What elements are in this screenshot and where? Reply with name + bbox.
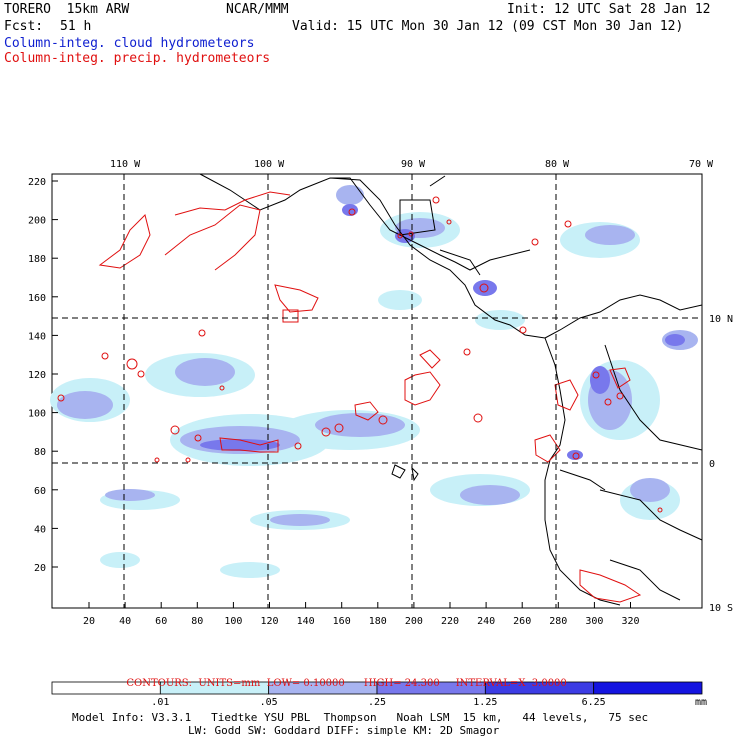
- colorbar-label: .01: [151, 697, 169, 708]
- contour-info: CONTOURS: UNITS=mm LOW= 0.10000 HIGH= 24…: [120, 667, 567, 689]
- coastlines: [199, 173, 703, 606]
- x-tick-label: 180: [369, 616, 387, 627]
- colorbar-units: mm: [695, 697, 707, 708]
- contour-high: HIGH= 24.300: [363, 678, 440, 689]
- y-tick-label: 40: [34, 524, 46, 535]
- lon-label: 70 W: [689, 159, 714, 170]
- forecast-label: Fcst:: [4, 19, 44, 34]
- legend-precip: Column-integ. precip. hydrometeors: [4, 51, 271, 66]
- lon-label: 110 W: [110, 159, 141, 170]
- x-tick-label: 280: [549, 616, 567, 627]
- colorbar-label: 6.25: [582, 697, 606, 708]
- x-tick-label: 100: [224, 616, 242, 627]
- y-tick-label: 180: [28, 254, 46, 265]
- x-tick-label: 240: [477, 616, 495, 627]
- contour-low: LOW= 0.10000: [266, 678, 345, 689]
- model-name: TORERO 15km ARW: [4, 2, 130, 17]
- colorbar-swatch: [593, 681, 703, 695]
- colorbar-label: 1.25: [473, 697, 497, 708]
- bottom-axis: 20 40 60 80 100 120 140 160 180 200 220 240 260 280 30…: [83, 602, 640, 627]
- model-info-line1: Model Info: V3.3.1 Tiedtke YSU PBL Thomp…: [72, 711, 649, 724]
- left-axis: 220 200 180 160 140 120 100 80 60 40 20: [28, 177, 58, 574]
- y-tick-label: 80: [34, 447, 46, 458]
- forecast-hours: 51 h: [60, 19, 92, 34]
- contour-interval: INTERVAL=X 3.0000: [455, 678, 567, 689]
- x-tick-label: 20: [83, 616, 95, 627]
- colorbar-label: .05: [260, 697, 278, 708]
- colorbar-label: .25: [368, 697, 386, 708]
- lon-label: 90 W: [401, 159, 426, 170]
- x-tick-label: 120: [260, 616, 278, 627]
- top-axis: 110 W 100 W 90 W 80 W 70 W: [110, 159, 714, 170]
- lon-label: 100 W: [254, 159, 285, 170]
- y-tick-label: 140: [28, 331, 46, 342]
- x-tick-label: 200: [405, 616, 423, 627]
- organization: NCAR/MMM: [226, 2, 289, 17]
- y-tick-label: 220: [28, 177, 46, 188]
- y-tick-label: 120: [28, 370, 46, 381]
- model-info-line2: LW: Godd SW: Goddard DIFF: simple KM: 2D…: [188, 724, 500, 737]
- y-tick-label: 200: [28, 216, 46, 227]
- x-tick-label: 140: [297, 616, 315, 627]
- graticule: [52, 174, 702, 608]
- valid-time: Valid: 15 UTC Mon 30 Jan 12 (09 CST Mon …: [292, 19, 684, 34]
- x-tick-label: 300: [585, 616, 603, 627]
- right-axis: 10 N 0 10 S: [709, 314, 733, 614]
- lon-label: 80 W: [545, 159, 570, 170]
- x-tick-label: 60: [155, 616, 167, 627]
- lat-label: 10 N: [709, 314, 733, 325]
- lat-label: 0: [709, 459, 715, 470]
- init-time: Init: 12 UTC Sat 28 Jan 12: [507, 2, 711, 17]
- x-tick-label: 220: [441, 616, 459, 627]
- legend-cloud: Column-integ. cloud hydrometeors: [4, 36, 255, 51]
- lat-label: 10 S: [709, 603, 733, 614]
- y-tick-label: 100: [28, 409, 46, 420]
- y-tick-label: 20: [34, 563, 46, 574]
- x-tick-label: 40: [119, 616, 131, 627]
- colorbar: .01 .05 .25 1.25 6.25 mm: [51, 681, 707, 708]
- contour-units: UNITS=mm: [198, 678, 261, 689]
- precip-contours: [57, 191, 663, 603]
- x-tick-label: 160: [333, 616, 351, 627]
- x-tick-label: 80: [191, 616, 203, 627]
- y-tick-label: 60: [34, 486, 46, 497]
- contours-label: CONTOURS:: [126, 678, 193, 689]
- y-tick-label: 160: [28, 293, 46, 304]
- x-tick-label: 260: [513, 616, 531, 627]
- x-tick-label: 320: [621, 616, 639, 627]
